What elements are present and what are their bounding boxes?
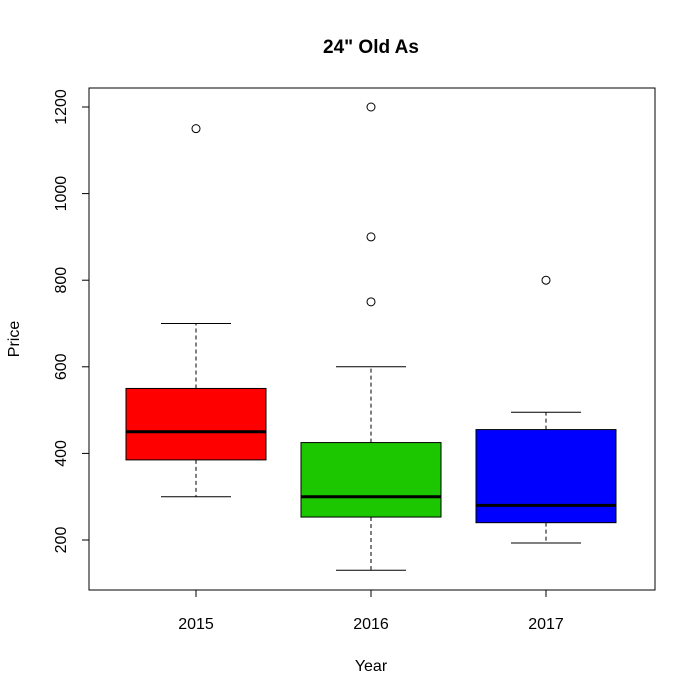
outlier-point xyxy=(366,102,376,112)
outlier-point xyxy=(366,297,376,307)
chart-title: 24" Old As xyxy=(323,37,419,58)
x-tick-label: 2017 xyxy=(528,616,564,633)
y-tick-label: 600 xyxy=(53,353,70,380)
iqr-box xyxy=(300,442,442,518)
x-axis: 2015 2016 2017 xyxy=(178,589,564,633)
outlier-point xyxy=(366,232,376,242)
iqr-box xyxy=(475,429,617,524)
x-tick-label: 2016 xyxy=(353,616,389,633)
x-tick-label: 2015 xyxy=(178,616,214,633)
y-axis-label: Price xyxy=(6,321,23,358)
x-axis-label: Year xyxy=(355,658,388,675)
boxes-layer xyxy=(125,102,617,571)
y-tick-label: 200 xyxy=(53,527,70,554)
outlier-point xyxy=(541,275,551,285)
y-tick-label: 1000 xyxy=(53,176,70,212)
y-tick-label: 1200 xyxy=(53,89,70,125)
y-tick-label: 800 xyxy=(53,267,70,294)
box-2015 xyxy=(125,124,267,498)
outlier-point xyxy=(191,124,201,134)
iqr-box xyxy=(125,387,267,461)
box-2016 xyxy=(300,102,442,571)
y-axis: 200 400 600 800 1000 1200 xyxy=(53,89,90,554)
y-tick-label: 400 xyxy=(53,440,70,467)
box-2017 xyxy=(475,275,617,544)
